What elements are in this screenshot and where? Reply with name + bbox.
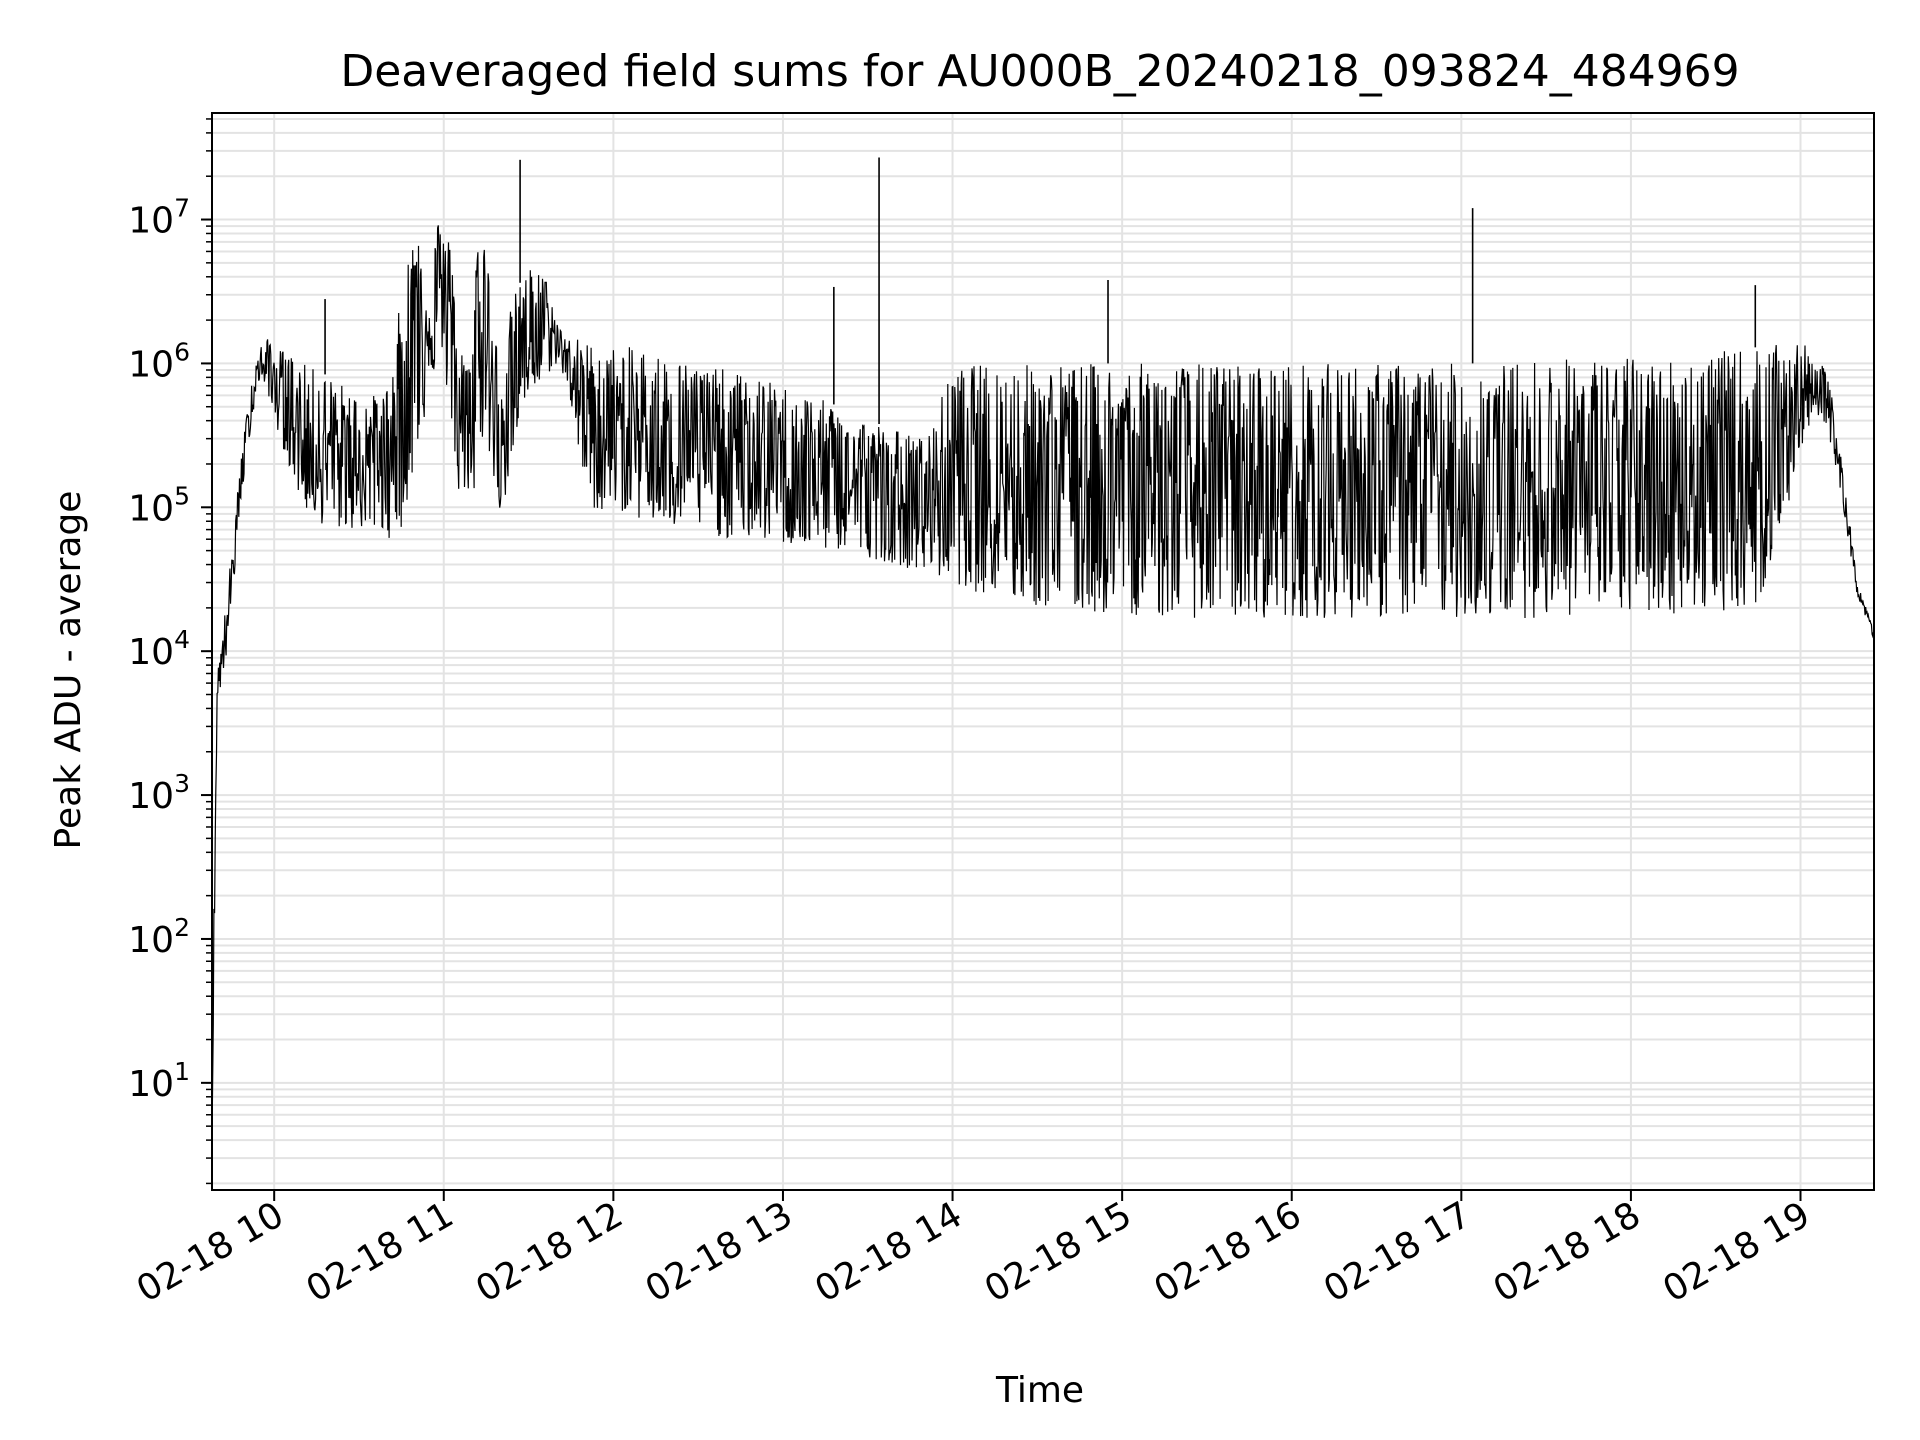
plot-frame xyxy=(211,112,1875,1191)
y-tick-label: 101 xyxy=(128,1057,190,1105)
y-axis-label: Peak ADU - average xyxy=(48,491,89,850)
y-tick-label: 106 xyxy=(128,337,190,385)
y-tick-label: 105 xyxy=(128,481,190,529)
grid-lines xyxy=(212,113,1874,1190)
y-tick-label: 103 xyxy=(128,769,190,817)
series-path xyxy=(211,225,1875,1141)
chart-title: Deaveraged field sums for AU000B_2024021… xyxy=(340,46,1739,97)
y-tick-label: 102 xyxy=(128,913,190,961)
x-axis-label: Time xyxy=(995,1370,1084,1411)
y-tick-label: 104 xyxy=(128,625,190,673)
series-line xyxy=(211,157,1875,1141)
y-tick-label: 107 xyxy=(128,194,190,242)
